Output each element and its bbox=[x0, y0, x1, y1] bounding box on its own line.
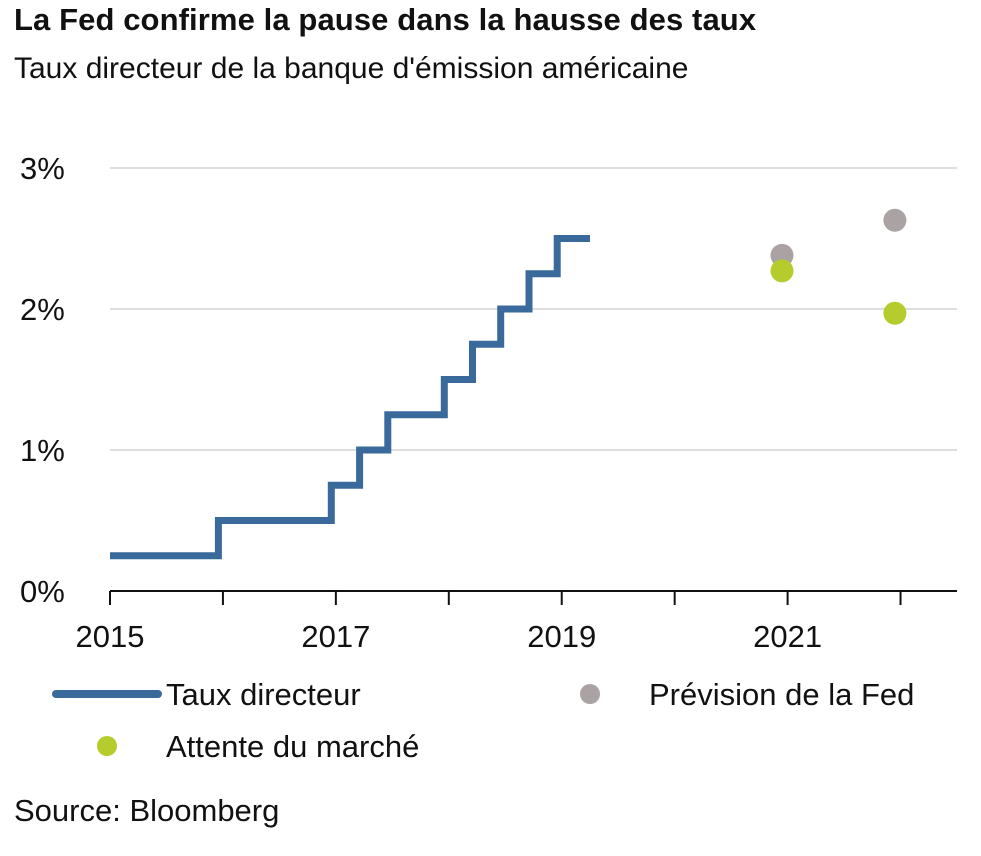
chart-subtitle: Taux directeur de la banque d'émission a… bbox=[14, 52, 689, 85]
x-tick-label-2019: 2019 bbox=[527, 619, 596, 654]
chart-title: La Fed confirme la pause dans la hausse … bbox=[14, 2, 757, 37]
y-tick-label-1: 1% bbox=[20, 433, 65, 468]
legend-label-fed-forecast: Prévision de la Fed bbox=[649, 677, 914, 712]
y-tick-label-0: 0% bbox=[20, 574, 65, 609]
point-fed-forecast-1 bbox=[883, 208, 907, 232]
x-tick-label-2015: 2015 bbox=[76, 619, 145, 654]
source-note: Source: Bloomberg bbox=[14, 793, 280, 828]
y-tick-label-3: 3% bbox=[20, 151, 65, 186]
y-tick-label-2: 2% bbox=[20, 292, 65, 327]
legend-label-taux-directeur: Taux directeur bbox=[166, 677, 361, 712]
point-market-expectation-1 bbox=[883, 301, 907, 325]
x-tick-label-2017: 2017 bbox=[301, 619, 370, 654]
point-market-expectation-0 bbox=[770, 259, 794, 283]
legend-swatch-fed-forecast bbox=[580, 684, 600, 704]
series-taux-directeur-line bbox=[110, 235, 590, 560]
legend-label-market-expectation: Attente du marché bbox=[166, 729, 419, 764]
legend-swatch-market-expectation bbox=[97, 736, 117, 756]
x-tick-label-2021: 2021 bbox=[753, 619, 822, 654]
